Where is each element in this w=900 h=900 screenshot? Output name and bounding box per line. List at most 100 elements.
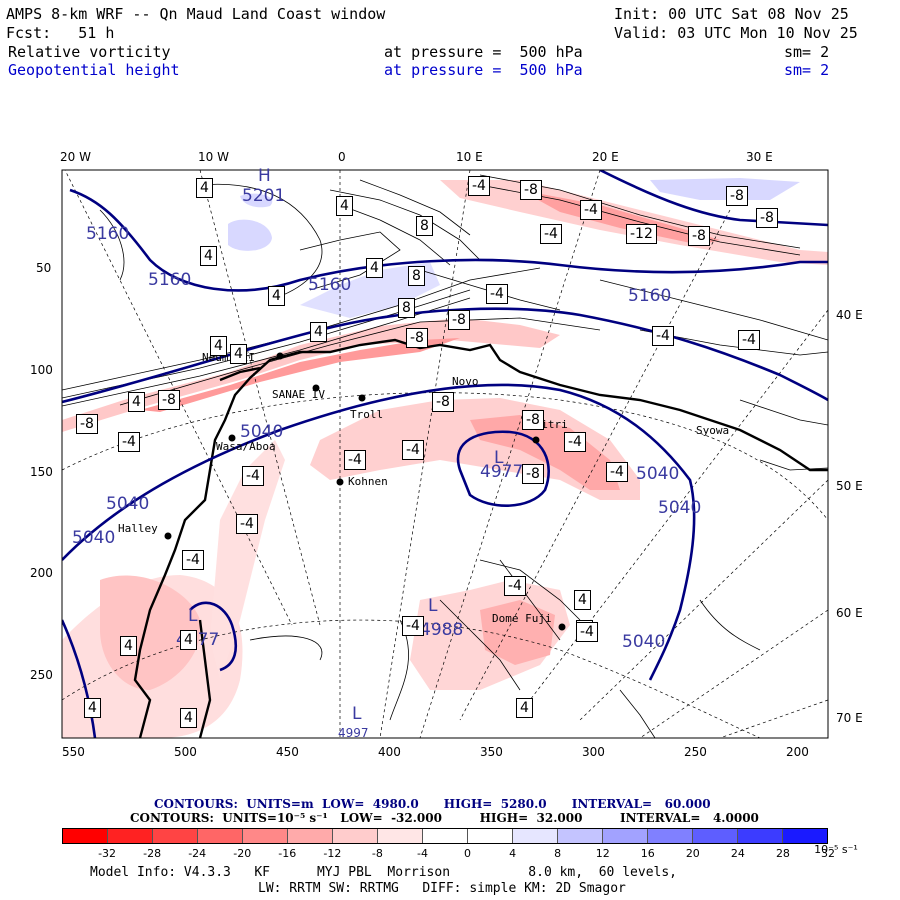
- colorbar-cell: [648, 829, 693, 843]
- bottom-grid-label: 500: [174, 745, 197, 759]
- colorbar-cell: [243, 829, 288, 843]
- vorticity-contour-label: -8: [726, 186, 748, 206]
- colorbar-tick-label: -4: [416, 847, 428, 860]
- colorbar-cell: [108, 829, 153, 843]
- field2-smoothing: sm= 2: [784, 61, 830, 79]
- vorticity-contour-label: 4: [366, 258, 383, 278]
- top-lon-label: 10 E: [456, 150, 483, 164]
- colorbar-cell: [198, 829, 243, 843]
- station-label-dome-fuji: Dome Fuji: [492, 612, 552, 625]
- vorticity-contour-label: 4: [574, 590, 591, 610]
- colorbar-tick-label: 12: [595, 847, 610, 860]
- colorbar-unit: 10⁻⁵ s⁻¹: [814, 843, 858, 856]
- colorbar-tick-label: 16: [640, 847, 655, 860]
- vorticity-contour-label: 8: [416, 216, 433, 236]
- left-grid-label: 250: [30, 668, 53, 682]
- field1-level: at pressure = 500 hPa: [384, 43, 583, 61]
- vorticity-contour-label: -8: [520, 180, 542, 200]
- vorticity-contour-label: 8: [398, 298, 415, 318]
- vorticity-contour-label: -4: [738, 330, 760, 350]
- low-marker: L: [494, 448, 504, 468]
- vorticity-contour-label: 4: [128, 392, 145, 412]
- vorticity-contour-label: -4: [402, 440, 424, 460]
- right-lon-label: 70 E: [836, 711, 863, 725]
- top-lon-label: 0: [338, 150, 346, 164]
- colorbar-tick-label: 24: [730, 847, 745, 860]
- bottom-grid-label: 450: [276, 745, 299, 759]
- station-label-halley: Halley: [118, 522, 158, 535]
- bottom-grid-label: 200: [786, 745, 809, 759]
- low-marker: L: [352, 704, 362, 724]
- colorbar-cell: [603, 829, 648, 843]
- vorticity-contour-label: -4: [576, 622, 598, 642]
- vorticity-contour-label: -4: [540, 224, 562, 244]
- vorticity-contour-label: -8: [448, 310, 470, 330]
- colorbar-cell: [693, 829, 738, 843]
- colorbar-tick-label: -16: [278, 847, 297, 860]
- station-label-syowa: Syowa: [696, 424, 730, 437]
- colorbar-tick-label: 0: [464, 847, 472, 860]
- station-label-kohnen: Kohnen: [348, 475, 388, 488]
- colorbar-tick-label: -20: [233, 847, 252, 860]
- vorticity-contour-label: 4: [230, 344, 247, 364]
- height-label: 5160: [148, 270, 192, 290]
- vorticity-contour-label: -4: [402, 616, 424, 636]
- colorbar-tick-label: 8: [554, 847, 562, 860]
- right-lon-label: 50 E: [836, 479, 863, 493]
- top-lon-label: 20 E: [592, 150, 619, 164]
- left-grid-label: 150: [30, 465, 53, 479]
- vorticity-contour-label: -4: [504, 576, 526, 596]
- low-marker: L: [428, 596, 438, 616]
- station-label-novo: Novo: [452, 375, 479, 388]
- colorbar-cell: [63, 829, 108, 843]
- height-label: 5040: [72, 528, 116, 548]
- vorticity-contour-label: -8: [406, 328, 428, 348]
- vorticity-contour-label: -4: [242, 466, 264, 486]
- station-label-troll: Troll: [350, 408, 384, 421]
- height-label: 5040: [240, 422, 284, 442]
- vorticity-contour-label: -4: [236, 514, 258, 534]
- colorbar-tick-label: 4: [509, 847, 517, 860]
- height-contour-legend: CONTOURS: UNITS=m LOW= 4980.0 HIGH= 5280…: [154, 797, 711, 811]
- colorbar-tick-label: 32: [821, 847, 835, 860]
- vorticity-contour-label: -4: [652, 326, 674, 346]
- right-lon-label: 60 E: [836, 606, 863, 620]
- top-lon-label: 20 W: [60, 150, 91, 164]
- bottom-grid-label: 550: [62, 745, 85, 759]
- height-label: 4988: [420, 620, 464, 640]
- vorticity-contour-label: -4: [118, 432, 140, 452]
- low-marker: L: [188, 606, 198, 626]
- vorticity-contour-label: 4: [196, 178, 213, 198]
- height-label: 5040: [658, 498, 702, 518]
- station-label-wasa-aboa: Wasa/Aboa: [216, 440, 276, 453]
- colorbar-tick-label: -24: [188, 847, 207, 860]
- vorticity-contour-label: -4: [468, 176, 490, 196]
- field1-name: Relative vorticity: [8, 43, 171, 61]
- vorticity-contour-label: -4: [486, 284, 508, 304]
- vorticity-shading: [62, 178, 828, 738]
- vorticity-colorbar: [62, 828, 828, 844]
- colorbar-cell: [513, 829, 558, 843]
- height-label: 4977: [480, 462, 524, 482]
- vorticity-contour-label: -8: [756, 208, 778, 228]
- vorticity-contour-label: -8: [522, 410, 544, 430]
- bottom-grid-label: 350: [480, 745, 503, 759]
- coastline: [133, 338, 828, 738]
- colorbar-tick-label: -8: [371, 847, 383, 860]
- left-grid-label: 200: [30, 566, 53, 580]
- colorbar-cell: [378, 829, 423, 843]
- colorbar-cell: [333, 829, 378, 843]
- bottom-grid-label: 400: [378, 745, 401, 759]
- model-info-line1: Model Info: V4.3.3 KF MYJ PBL Morrison 8…: [90, 865, 677, 880]
- init-time: Init: 00 UTC Sat 08 Nov 25: [614, 5, 849, 23]
- vorticity-contour-label: -4: [580, 200, 602, 220]
- field2-name: Geopotential height: [8, 61, 180, 79]
- vorticity-contour-label: 4: [120, 636, 137, 656]
- high-marker: H: [258, 166, 271, 186]
- station-markers: [164, 352, 566, 631]
- left-grid-label: 50: [36, 261, 52, 275]
- colorbar-tick-label: -28: [143, 847, 162, 860]
- bottom-grid-label: 250: [684, 745, 707, 759]
- vorticity-contour-label: -4: [564, 432, 586, 452]
